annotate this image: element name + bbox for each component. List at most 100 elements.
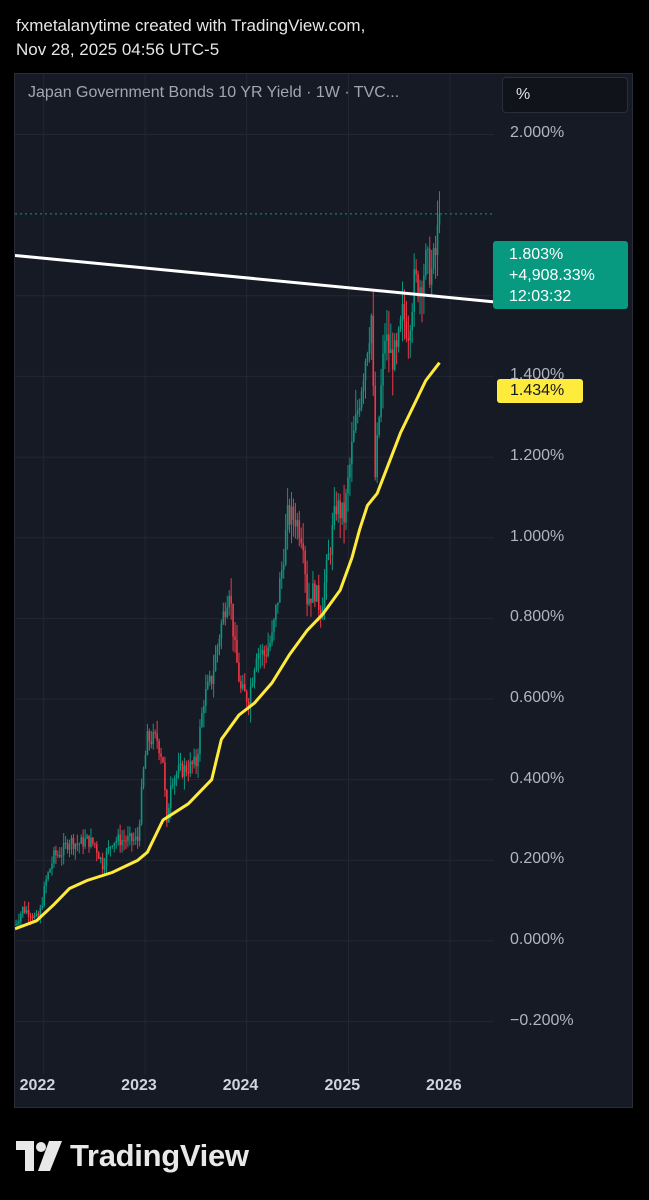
candle-body	[423, 275, 425, 295]
candle-body	[306, 574, 308, 605]
candle-body	[90, 837, 92, 847]
y-axis-tick-label: 0.000%	[510, 930, 565, 948]
candle-body	[119, 834, 121, 846]
candle-body	[298, 520, 301, 539]
candle-body	[304, 550, 306, 575]
candle-body	[249, 686, 252, 708]
candle-body	[187, 772, 190, 774]
candle-body	[212, 670, 215, 685]
candle-body	[317, 585, 320, 610]
candle-body	[393, 340, 396, 370]
candle-body	[158, 740, 160, 754]
candle-body	[277, 602, 279, 606]
candle-body	[49, 868, 51, 873]
candle-body	[129, 833, 131, 837]
candle-body	[140, 786, 143, 824]
last-price-value: 1.803%	[509, 246, 564, 263]
candle-body	[150, 741, 153, 745]
candle-body	[43, 886, 46, 906]
candle-body	[131, 833, 133, 841]
candle-body	[99, 857, 102, 860]
symbol-title[interactable]: Japan Government Bonds 10 YR Yield · 1W …	[28, 84, 400, 101]
candle-body	[415, 269, 417, 275]
candle-body	[428, 248, 431, 285]
candle-body	[240, 681, 242, 689]
candle-body	[413, 269, 415, 312]
candle-body	[107, 846, 110, 852]
candle-body	[152, 732, 155, 745]
candle-body	[341, 502, 343, 519]
attribution-header: fxmetalanytime created with TradingView.…	[16, 14, 365, 62]
candle-body	[366, 353, 369, 362]
candle-body	[327, 553, 330, 560]
candle-body	[103, 865, 106, 870]
candle-body	[353, 430, 355, 442]
candle-body	[62, 842, 65, 856]
price-chart[interactable]	[15, 74, 633, 1108]
candle-body	[407, 337, 410, 341]
candle-body	[125, 840, 127, 842]
candle-body	[349, 464, 351, 478]
candle-body	[261, 649, 264, 654]
y-axis-tick-label: 2.000%	[510, 124, 565, 142]
candle-body	[220, 623, 223, 639]
candle-body	[82, 837, 84, 847]
last-price-change: +4,908.33%	[509, 267, 595, 284]
candle-body	[166, 789, 168, 823]
candle-body	[47, 872, 49, 880]
candle-body	[388, 334, 390, 353]
last-price-label: 1.803% +4,908.33% 12:03:32	[493, 241, 628, 309]
candle-body	[160, 753, 162, 758]
candle-body	[271, 632, 273, 643]
candle-body	[109, 846, 112, 848]
unit-selector[interactable]: %	[502, 77, 628, 113]
candle-body	[113, 842, 116, 846]
candle-body	[214, 654, 217, 671]
candle-body	[390, 349, 392, 353]
candle-body	[310, 598, 312, 603]
candle-body	[242, 684, 244, 689]
candle-body	[164, 762, 166, 790]
attribution-author: fxmetalanytime created with TradingView.…	[16, 16, 366, 35]
candle-body	[226, 607, 229, 617]
x-axis-tick-label: 2024	[222, 1077, 259, 1094]
candle-body	[296, 520, 299, 527]
candle-body	[144, 754, 147, 769]
chart-panel[interactable]: Japan Government Bonds 10 YR Yield · 1W …	[14, 73, 633, 1108]
candle-body	[55, 850, 57, 856]
candle-body	[41, 905, 44, 908]
candle-body	[391, 349, 394, 370]
candle-body	[286, 505, 289, 530]
candle-body	[325, 559, 328, 583]
candle-body	[395, 340, 398, 347]
candle-body	[86, 835, 88, 839]
candle-body	[57, 854, 59, 856]
candle-body	[329, 553, 332, 555]
candle-body	[411, 311, 414, 331]
candle-body	[364, 361, 367, 381]
tradingview-wordmark: TradingView	[70, 1138, 249, 1173]
candle-body	[417, 274, 419, 298]
candle-body	[273, 619, 275, 633]
candle-body	[275, 605, 277, 620]
candle-body	[300, 538, 303, 544]
candle-body	[117, 834, 119, 841]
candle-body	[362, 380, 365, 392]
candle-body	[216, 646, 219, 655]
candle-body	[189, 761, 192, 774]
candle-body	[181, 763, 184, 777]
candle-body	[259, 653, 262, 655]
candle-body	[331, 524, 334, 555]
candle-body	[399, 319, 402, 329]
candle-body	[15, 924, 16, 926]
candle-body	[208, 676, 211, 682]
candle-body	[354, 414, 357, 431]
candle-body	[169, 785, 172, 809]
candle-body	[380, 385, 382, 418]
candle-body	[251, 683, 254, 687]
candle-body	[156, 733, 158, 741]
candle-body	[162, 757, 164, 763]
candle-body	[253, 670, 256, 684]
candle-body	[25, 910, 28, 913]
candle-body	[218, 638, 221, 647]
